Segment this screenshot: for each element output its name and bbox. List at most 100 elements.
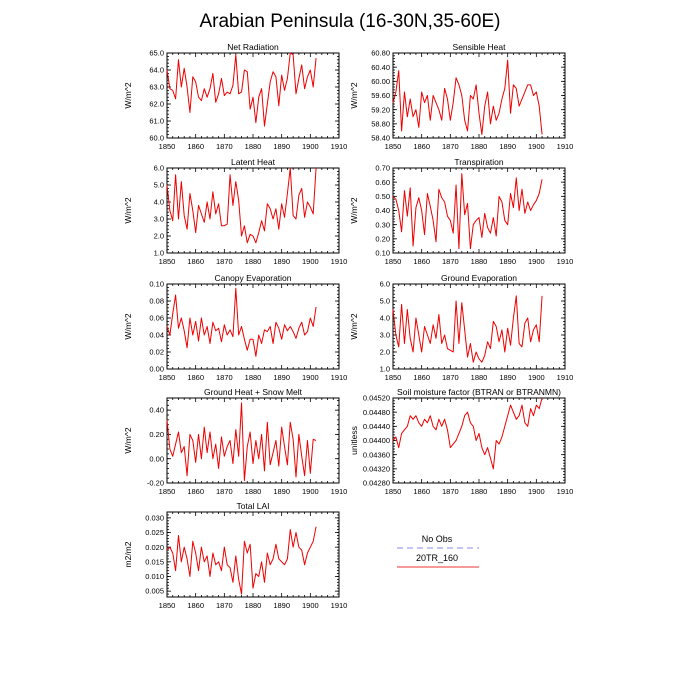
x-tick-label: 1890 bbox=[499, 142, 516, 151]
y-axis-label: W/m^2 bbox=[349, 82, 359, 108]
y-tick-label: 3.0 bbox=[154, 215, 164, 224]
panel-6: Ground Heat + Snow Melt W/m^2 1850 1860 1870… bbox=[123, 387, 347, 496]
y-tick-label: 0.005 bbox=[145, 587, 164, 596]
panel-title: Ground Heat + Snow Melt bbox=[204, 387, 303, 397]
x-tick-label: 1850 bbox=[385, 142, 402, 151]
y-axis-label: m2/m2 bbox=[123, 541, 133, 567]
x-tick-label: 1870 bbox=[216, 601, 233, 610]
y-tick-label: 0.50 bbox=[375, 192, 390, 201]
x-tick-label: 1870 bbox=[216, 373, 233, 382]
x-tick-label: 1880 bbox=[245, 487, 262, 496]
y-tick-label: 0.70 bbox=[375, 164, 390, 173]
x-tick-label: 1870 bbox=[442, 373, 459, 382]
x-tick-label: 1900 bbox=[302, 142, 319, 151]
y-tick-label: 0.04 bbox=[149, 331, 164, 340]
x-tick-label: 1880 bbox=[471, 257, 488, 266]
x-tick-label: 1910 bbox=[331, 487, 348, 496]
y-tick-label: 6.0 bbox=[380, 280, 390, 289]
y-tick-label: 5.0 bbox=[154, 181, 164, 190]
legend-label-20tr: 20TR_160 bbox=[416, 553, 458, 563]
y-tick-label: 4.0 bbox=[154, 198, 164, 207]
x-tick-label: 1880 bbox=[245, 373, 262, 382]
panel-title: Latent Heat bbox=[231, 157, 276, 167]
y-tick-label: -0.20 bbox=[147, 479, 164, 488]
y-tick-label: 61.0 bbox=[149, 117, 164, 126]
y-tick-label: 0.00 bbox=[149, 454, 164, 463]
y-tick-label: 0.025 bbox=[145, 528, 164, 537]
x-tick-label: 1860 bbox=[413, 487, 430, 496]
panel-8: Total LAI m2/m2 1850 1860 1870 1880 1890 1900 19… bbox=[123, 501, 347, 610]
x-tick-label: 1880 bbox=[471, 142, 488, 151]
x-tick-label: 1880 bbox=[245, 257, 262, 266]
y-tick-label: 0.40 bbox=[149, 406, 164, 415]
x-tick-label: 1890 bbox=[273, 601, 290, 610]
panel-1: Sensible Heat W/m^2 1850 1860 1870 1880 1890 19… bbox=[349, 42, 573, 151]
y-tick-label: 0.30 bbox=[375, 220, 390, 229]
series-line bbox=[392, 397, 543, 470]
y-axis-label: W/m^2 bbox=[123, 82, 133, 108]
x-tick-label: 1880 bbox=[471, 487, 488, 496]
x-tick-label: 1880 bbox=[245, 142, 262, 151]
x-tick-label: 1910 bbox=[557, 257, 574, 266]
panel-title: Net Radiation bbox=[227, 42, 279, 52]
x-tick-label: 1850 bbox=[159, 487, 176, 496]
plot-frame bbox=[166, 52, 340, 139]
y-tick-label: 0.08 bbox=[149, 297, 164, 306]
series-line bbox=[392, 173, 543, 250]
y-tick-label: 59.60 bbox=[371, 91, 390, 100]
y-tick-label: 60.80 bbox=[371, 49, 390, 58]
x-tick-label: 1910 bbox=[331, 142, 348, 151]
y-tick-label: 0.20 bbox=[375, 234, 390, 243]
x-tick-label: 1900 bbox=[528, 487, 545, 496]
y-tick-label: 0.10 bbox=[149, 280, 164, 289]
y-tick-label: 60.40 bbox=[371, 63, 390, 72]
y-tick-label: 2.0 bbox=[380, 348, 390, 357]
y-tick-label: 0.10 bbox=[375, 249, 390, 258]
x-tick-label: 1850 bbox=[159, 257, 176, 266]
plot-frame bbox=[392, 167, 566, 254]
x-tick-label: 1860 bbox=[413, 257, 430, 266]
y-tick-label: 60.00 bbox=[371, 77, 390, 86]
y-tick-label: 65.0 bbox=[149, 49, 164, 58]
plot-frame bbox=[392, 283, 566, 370]
x-tick-label: 1880 bbox=[471, 373, 488, 382]
y-tick-label: 0.02 bbox=[149, 348, 164, 357]
y-tick-label: 0.06 bbox=[149, 314, 164, 323]
series-line bbox=[166, 526, 317, 595]
x-tick-label: 1910 bbox=[557, 373, 574, 382]
series-line bbox=[392, 59, 543, 135]
x-tick-label: 1860 bbox=[187, 142, 204, 151]
y-tick-label: 0.04360 bbox=[363, 450, 390, 459]
figure-title: Arabian Peninsula (16-30N,35-60E) bbox=[199, 11, 500, 32]
x-tick-label: 1850 bbox=[385, 487, 402, 496]
legend-label-no-obs: No Obs bbox=[422, 534, 453, 544]
y-tick-label: 6.0 bbox=[154, 164, 164, 173]
x-tick-label: 1870 bbox=[442, 257, 459, 266]
panel-title: Total LAI bbox=[236, 501, 269, 511]
y-tick-label: 0.04280 bbox=[363, 479, 390, 488]
y-tick-label: 0.20 bbox=[149, 430, 164, 439]
x-tick-label: 1900 bbox=[302, 601, 319, 610]
y-tick-label: 58.40 bbox=[371, 134, 390, 143]
panel-3: Transpiration W/m^2 1850 1860 1870 1880 1890 19… bbox=[349, 157, 573, 266]
x-tick-label: 1860 bbox=[187, 601, 204, 610]
plot-frame bbox=[392, 397, 566, 484]
x-tick-label: 1910 bbox=[331, 601, 348, 610]
series-line bbox=[166, 287, 317, 357]
x-tick-label: 1900 bbox=[302, 487, 319, 496]
panel-5: Ground Evaporation W/m^2 1850 1860 1870 1880 1… bbox=[349, 273, 573, 382]
y-tick-label: 60.0 bbox=[149, 134, 164, 143]
x-tick-label: 1890 bbox=[499, 487, 516, 496]
x-tick-label: 1910 bbox=[557, 142, 574, 151]
x-tick-label: 1910 bbox=[557, 487, 574, 496]
y-axis-label: unitless bbox=[349, 426, 359, 455]
series-line bbox=[392, 295, 543, 363]
x-tick-label: 1910 bbox=[331, 257, 348, 266]
y-axis-label: W/m^2 bbox=[123, 313, 133, 339]
x-tick-label: 1860 bbox=[413, 142, 430, 151]
x-tick-label: 1900 bbox=[528, 257, 545, 266]
y-tick-label: 0.04400 bbox=[363, 436, 390, 445]
series-line bbox=[166, 52, 317, 127]
y-tick-label: 3.0 bbox=[380, 331, 390, 340]
